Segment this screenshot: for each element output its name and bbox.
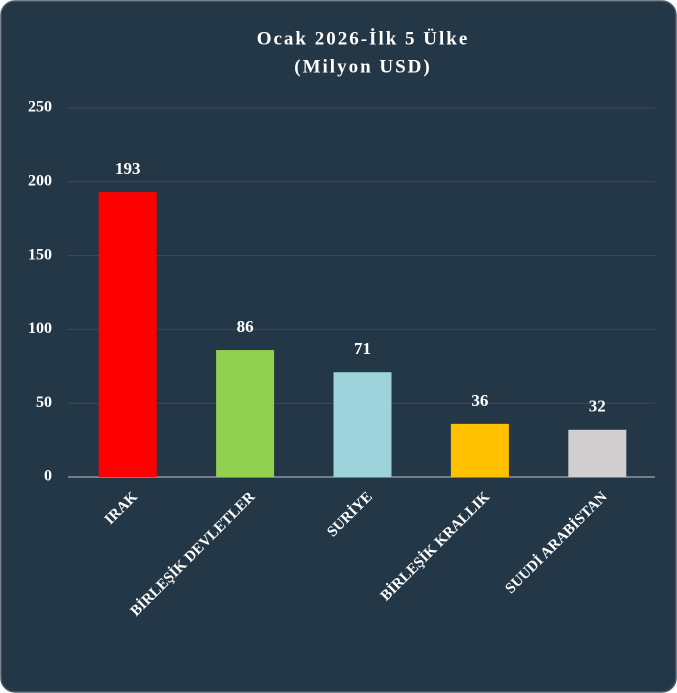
- y-tick-label: 0: [44, 468, 52, 485]
- y-tick-label: 150: [28, 246, 52, 263]
- data-label: 36: [471, 391, 488, 410]
- y-tick-label: 250: [28, 99, 52, 116]
- data-label: 86: [237, 317, 254, 336]
- y-tick-label: 200: [28, 172, 52, 189]
- data-label: 193: [115, 159, 141, 178]
- bar: [450, 423, 509, 477]
- data-label: 71: [354, 339, 371, 358]
- y-tick-label: 100: [28, 320, 52, 337]
- y-tick-label: 50: [36, 394, 52, 411]
- bar: [568, 429, 627, 477]
- chart-title: Ocak 2026-İlk 5 Ülke: [257, 28, 470, 49]
- bar: [216, 350, 275, 477]
- chart-subtitle: (Milyon USD): [294, 56, 431, 77]
- bar: [333, 372, 392, 477]
- bar: [98, 192, 157, 477]
- data-label: 32: [589, 397, 606, 416]
